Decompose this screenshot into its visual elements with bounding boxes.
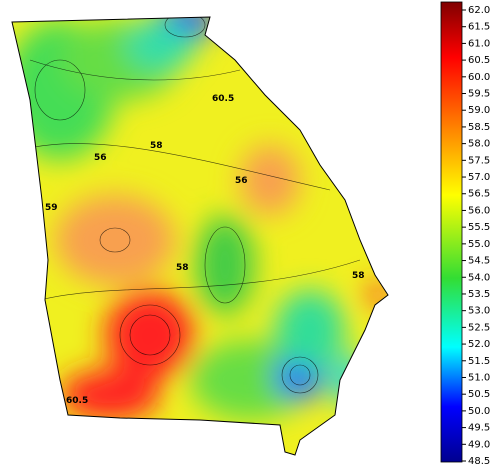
- contour-label: 60.5: [66, 396, 88, 406]
- colorbar-label: 57.5: [468, 155, 490, 166]
- colorbar-label: 58.5: [468, 122, 490, 133]
- colorbar-label: 56.0: [468, 205, 490, 216]
- colorbar-label: 53.5: [468, 289, 490, 300]
- colorbar-label: 50.0: [468, 406, 490, 417]
- colorbar-label: 50.5: [468, 389, 490, 400]
- colorbar-label: 51.0: [468, 372, 490, 383]
- colorbar-label: 54.0: [468, 272, 490, 283]
- colorbar: [440, 1, 463, 463]
- colorbar-label: 53.0: [468, 306, 490, 317]
- contour-label: 60.5: [212, 94, 234, 104]
- colorbar-label: 48.5: [468, 456, 490, 467]
- colorbar-label: 61.5: [468, 22, 490, 33]
- colorbar-label: 59.5: [468, 89, 490, 100]
- colorbar-label: 60.0: [468, 72, 490, 83]
- colorbar-label: 57.0: [468, 172, 490, 183]
- contour-label: 58: [176, 263, 189, 273]
- colorbar-label: 59.0: [468, 105, 490, 116]
- contour-label: 59: [45, 203, 58, 213]
- contour-label: 58: [150, 141, 163, 151]
- colorbar-label: 54.5: [468, 256, 490, 267]
- colorbar-label: 60.5: [468, 55, 490, 66]
- colorbar-label: 49.0: [468, 439, 490, 450]
- colorbar-label: 56.5: [468, 189, 490, 200]
- colorbar-label: 55.5: [468, 222, 490, 233]
- colorbar-label: 52.0: [468, 339, 490, 350]
- colorbar-label: 58.0: [468, 139, 490, 150]
- contour-label: 58: [352, 271, 365, 281]
- colorbar-label: 49.5: [468, 423, 490, 434]
- contour-label: 56: [94, 153, 107, 163]
- colorbar-label: 55.0: [468, 239, 490, 250]
- colorbar-label: 52.5: [468, 322, 490, 333]
- colorbar-label: 51.5: [468, 356, 490, 367]
- contour-label: 56: [235, 176, 248, 186]
- colorbar-label: 62.0: [468, 5, 490, 16]
- state-map: [12, 17, 388, 455]
- colorbar-label: 61.0: [468, 38, 490, 49]
